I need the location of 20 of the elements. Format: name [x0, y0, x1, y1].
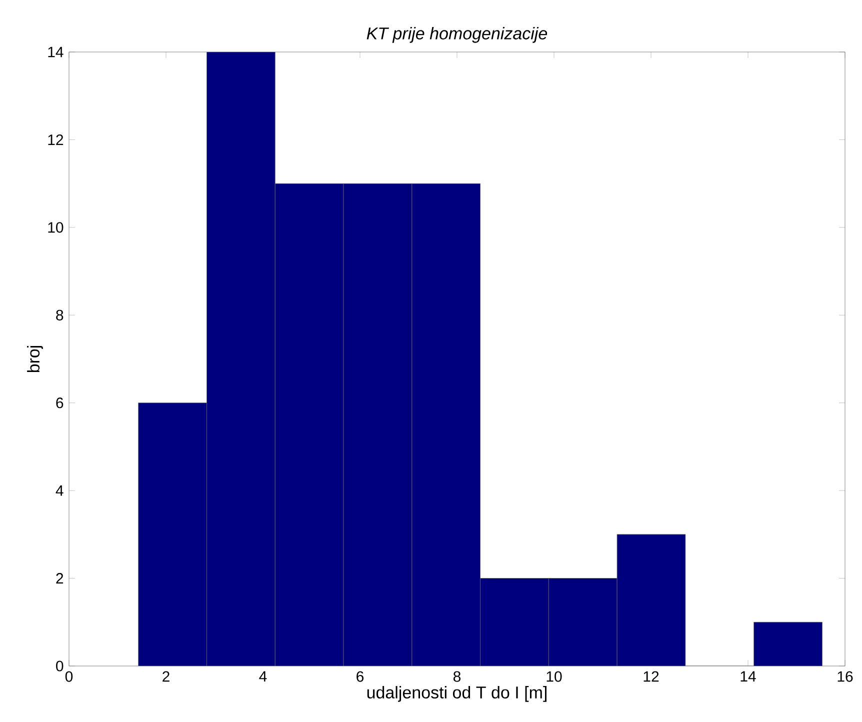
- y-axis-title: broj: [27, 346, 43, 372]
- y-tick-label: 0: [56, 660, 64, 672]
- x-tick-label: 2: [162, 671, 170, 682]
- y-tick-label: 8: [56, 310, 64, 320]
- y-tick-label: 10: [48, 222, 64, 233]
- x-axis-title: udaljenosti od T do I [m]: [367, 686, 546, 702]
- x-tick-label: 6: [356, 671, 364, 682]
- x-tick-label: 8: [453, 671, 461, 682]
- x-tick-label: 10: [546, 671, 562, 682]
- y-tick-label: 2: [56, 573, 64, 584]
- y-tick-label: 12: [48, 134, 64, 145]
- y-tick-label: 4: [56, 485, 64, 496]
- y-tick-label: 14: [48, 46, 64, 58]
- x-tick-label: 4: [259, 671, 267, 682]
- chart-title: KT prije homogenizacije: [366, 26, 548, 43]
- y-tick-label: 6: [56, 398, 64, 408]
- x-tick-label: 14: [740, 671, 756, 682]
- x-tick-label: 0: [65, 671, 73, 682]
- x-tick-label: 16: [838, 671, 853, 682]
- x-tick-label: 12: [644, 671, 659, 682]
